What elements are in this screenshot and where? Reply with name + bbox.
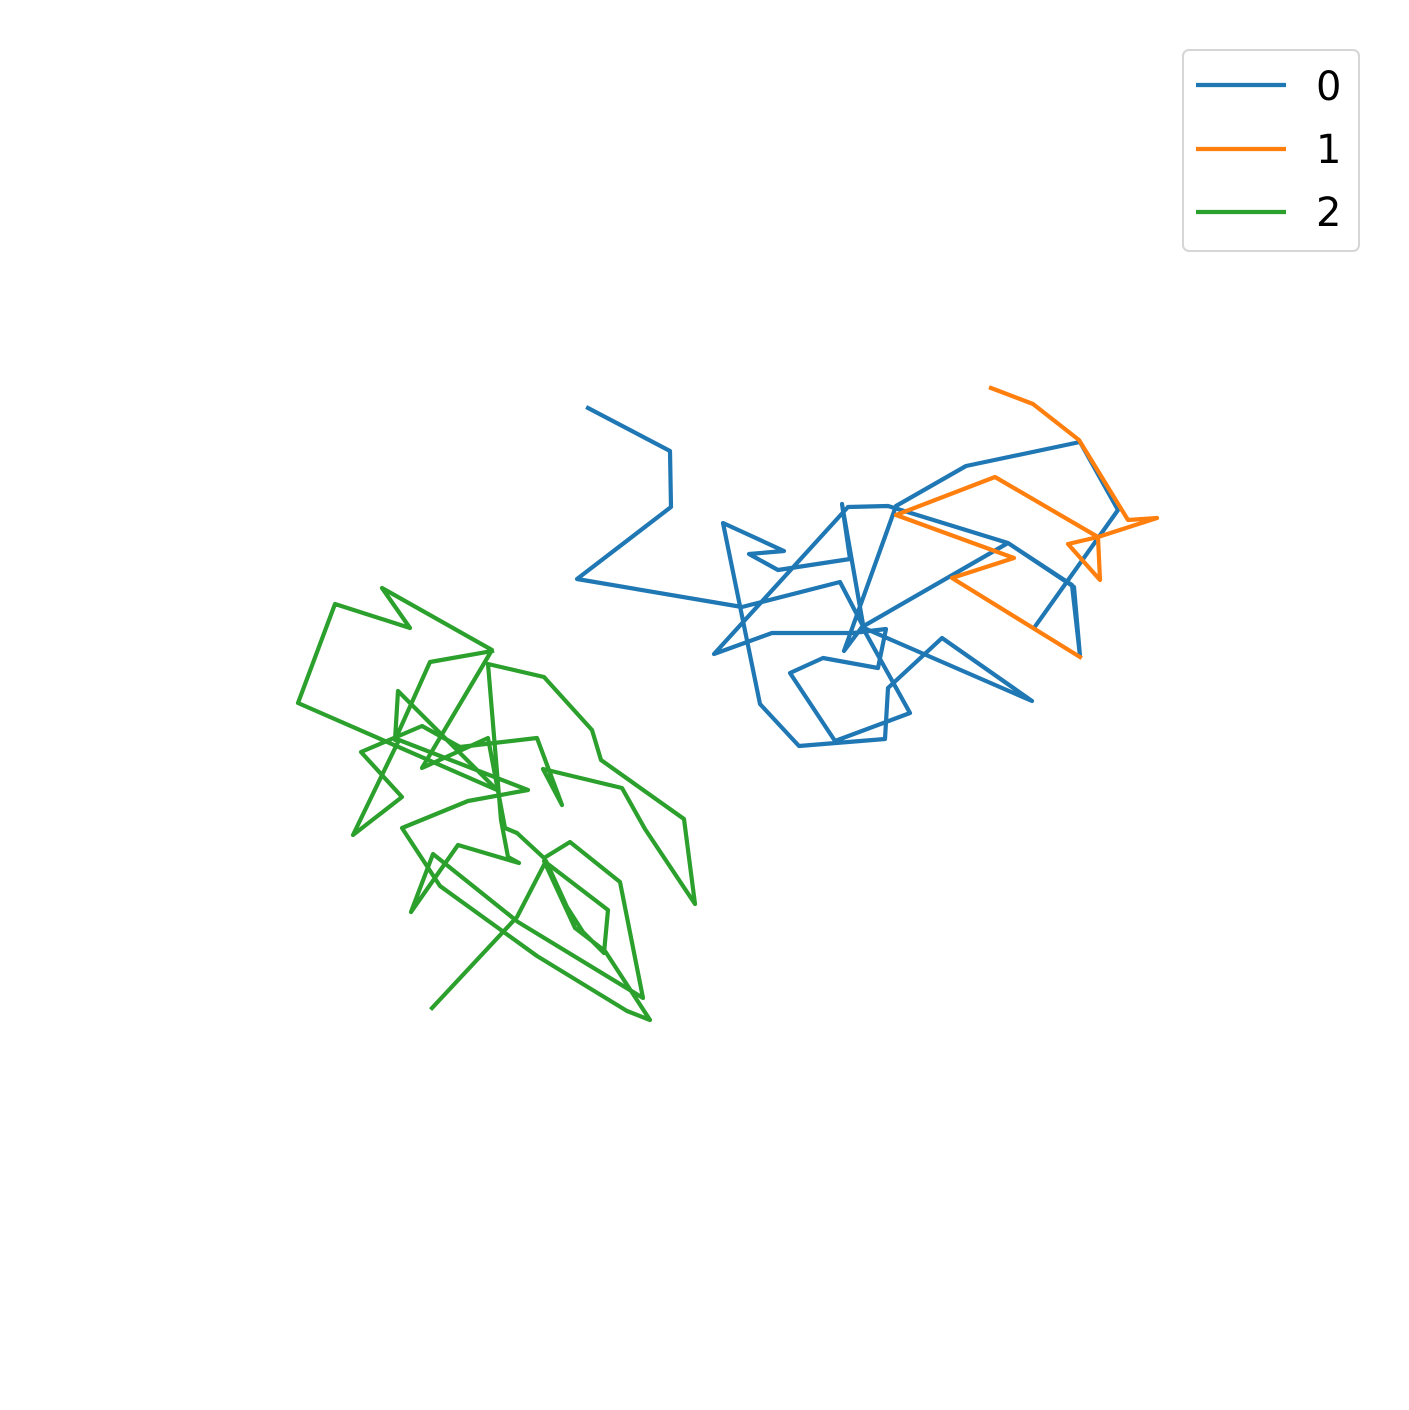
legend-entry-0: 0 bbox=[1196, 64, 1341, 110]
legend-entry-2: 2 bbox=[1196, 190, 1341, 236]
legend-label-1: 1 bbox=[1316, 127, 1341, 173]
series-line-0 bbox=[574, 405, 1121, 749]
series-line-2 bbox=[295, 585, 698, 1023]
legend-label-2: 2 bbox=[1316, 190, 1341, 236]
legend: 0 1 2 bbox=[1182, 49, 1360, 252]
series-line-1 bbox=[893, 385, 1160, 660]
legend-entry-1: 1 bbox=[1196, 127, 1341, 173]
plot-area bbox=[295, 385, 1160, 1023]
legend-label-0: 0 bbox=[1316, 64, 1341, 110]
